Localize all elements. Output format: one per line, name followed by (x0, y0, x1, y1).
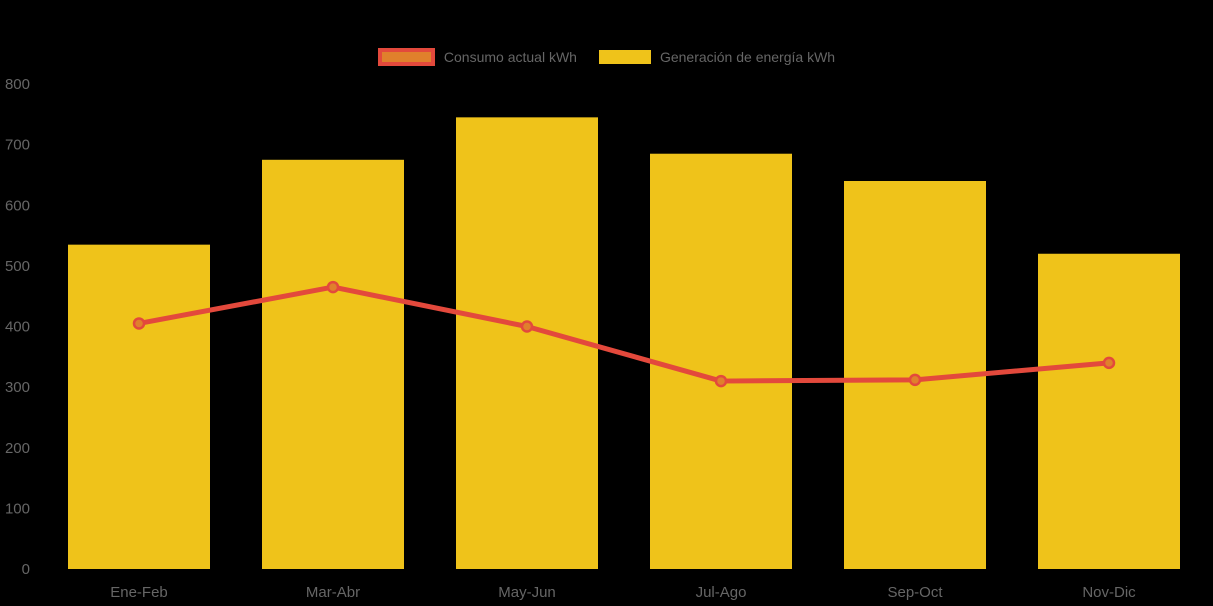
y-axis-tick-700: 700 (5, 137, 30, 154)
y-axis-tick-0: 0 (22, 561, 30, 578)
x-axis-label-ene-feb: Ene-Feb (110, 584, 168, 601)
x-axis-label-mar-abr: Mar-Abr (306, 584, 360, 601)
legend-item-consumo[interactable]: Consumo actual kWh (377, 48, 577, 66)
bar-ene-feb[interactable] (68, 244, 210, 569)
chart-legend: Consumo actual kWh Generación de energía… (0, 48, 1213, 66)
consumo-line (136, 284, 1112, 384)
legend-label-generacion: Generación de energía kWh (659, 49, 836, 65)
consumo-point-sep-oct[interactable] (908, 373, 922, 387)
y-axis-tick-300: 300 (5, 379, 30, 396)
consumo-point-may-jun[interactable] (520, 320, 534, 333)
y-axis-tick-600: 600 (5, 197, 30, 214)
consumo-point-ene-feb[interactable] (132, 317, 146, 330)
consumo-point-nov-dic[interactable] (1102, 356, 1116, 370)
y-axis-tick-800: 800 (5, 76, 30, 93)
y-axis-tick-200: 200 (5, 440, 30, 457)
y-axis-tick-500: 500 (5, 258, 30, 275)
x-axis-label-nov-dic: Nov-Dic (1082, 584, 1136, 601)
bar-nov-dic[interactable] (1038, 253, 1180, 569)
bar-mar-abr[interactable] (262, 159, 404, 569)
legend-swatch-generacion-icon (598, 50, 651, 64)
y-axis-tick-400: 400 (5, 319, 30, 336)
legend-label-consumo: Consumo actual kWh (443, 49, 577, 65)
legend-swatch-consumo-icon (377, 48, 435, 66)
x-axis-label-jul-ago: Jul-Ago (696, 584, 747, 601)
legend-item-generacion[interactable]: Generación de energía kWh (598, 48, 836, 66)
x-axis-label-sep-oct: Sep-Oct (887, 584, 943, 601)
consumo-point-mar-abr[interactable] (326, 280, 340, 294)
consumo-point-jul-ago[interactable] (714, 374, 728, 388)
bar-may-jun[interactable] (456, 117, 598, 569)
bar-jul-ago[interactable] (650, 153, 792, 569)
y-axis-tick-100: 100 (5, 500, 30, 517)
x-axis-label-may-jun: May-Jun (498, 584, 556, 601)
